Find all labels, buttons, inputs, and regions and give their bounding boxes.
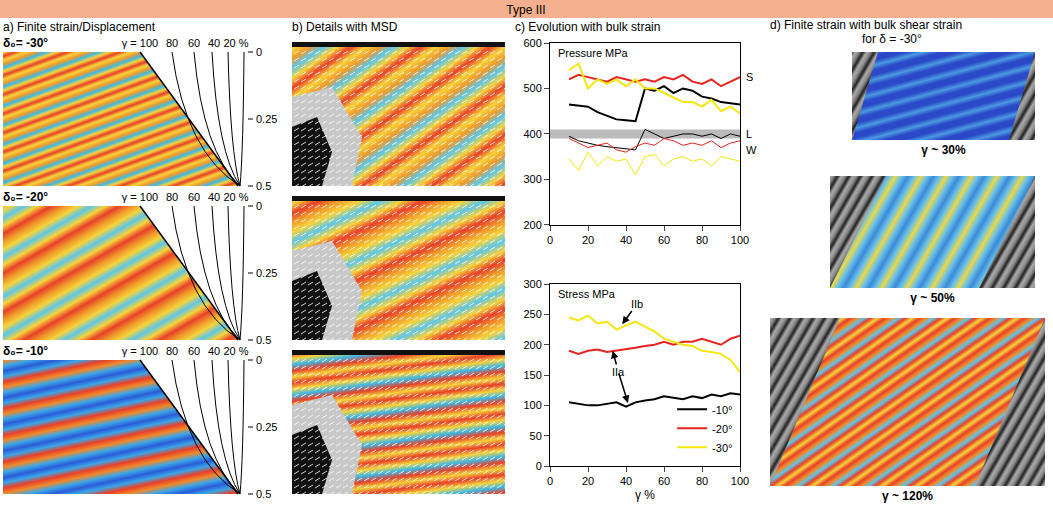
svg-text:200: 200 xyxy=(523,339,541,351)
svg-text:IIb: IIb xyxy=(631,298,643,310)
svg-text:500: 500 xyxy=(523,82,541,94)
svg-text:γ = 100: γ = 100 xyxy=(122,345,158,357)
svg-text:60: 60 xyxy=(188,345,200,357)
svg-text:0.5: 0.5 xyxy=(256,488,271,500)
svg-text:c) Evolution with bulk strain: c) Evolution with bulk strain xyxy=(515,20,660,34)
svg-text:0: 0 xyxy=(256,46,262,58)
svg-text:for δ = -30°: for δ = -30° xyxy=(862,32,922,46)
svg-text:Stress MPa: Stress MPa xyxy=(558,288,616,300)
svg-text:0.25: 0.25 xyxy=(256,421,277,433)
svg-text:0.5: 0.5 xyxy=(256,334,271,346)
svg-text:20 %: 20 % xyxy=(223,37,248,49)
svg-text:20 %: 20 % xyxy=(223,191,248,203)
svg-text:IIa: IIa xyxy=(612,366,625,378)
svg-text:-10°: -10° xyxy=(712,404,732,416)
svg-text:0: 0 xyxy=(547,234,553,246)
svg-text:20: 20 xyxy=(582,234,594,246)
svg-text:δ₀= -30°: δ₀= -30° xyxy=(3,36,48,50)
svg-text:300: 300 xyxy=(523,173,541,185)
svg-text:γ ~ 30%: γ ~ 30% xyxy=(921,143,966,157)
svg-text:20 %: 20 % xyxy=(223,345,248,357)
svg-text:γ ~ 50%: γ ~ 50% xyxy=(910,291,955,305)
svg-text:50: 50 xyxy=(530,430,542,442)
svg-text:Type III: Type III xyxy=(506,3,545,17)
svg-text:80: 80 xyxy=(166,191,178,203)
svg-text:80: 80 xyxy=(166,345,178,357)
svg-text:0.25: 0.25 xyxy=(256,267,277,279)
svg-text:0: 0 xyxy=(536,460,542,472)
svg-text:-20°: -20° xyxy=(712,423,732,435)
svg-text:60: 60 xyxy=(658,234,670,246)
svg-text:-30°: -30° xyxy=(712,442,732,454)
svg-text:d) Finite strain with bulk sh: d) Finite strain with bulk shear strain xyxy=(770,18,962,32)
svg-text:80: 80 xyxy=(166,37,178,49)
svg-text:γ = 100: γ = 100 xyxy=(122,191,158,203)
svg-text:40: 40 xyxy=(208,191,220,203)
svg-text:γ %: γ % xyxy=(635,488,655,502)
svg-text:100: 100 xyxy=(523,399,541,411)
svg-text:δ₀= -10°: δ₀= -10° xyxy=(3,344,48,358)
svg-text:60: 60 xyxy=(188,37,200,49)
svg-text:b) Details with MSD: b) Details with MSD xyxy=(292,20,398,34)
svg-text:40: 40 xyxy=(620,475,632,487)
svg-text:100: 100 xyxy=(731,475,749,487)
svg-text:W: W xyxy=(746,144,757,156)
svg-text:600: 600 xyxy=(523,37,541,49)
svg-text:Pressure MPa: Pressure MPa xyxy=(558,47,629,59)
svg-text:60: 60 xyxy=(658,475,670,487)
svg-text:a) Finite strain/Displacement: a) Finite strain/Displacement xyxy=(3,20,156,34)
svg-text:0.25: 0.25 xyxy=(256,113,277,125)
svg-text:γ ~ 120%: γ ~ 120% xyxy=(882,489,933,503)
svg-text:300: 300 xyxy=(523,278,541,290)
svg-text:40: 40 xyxy=(208,345,220,357)
svg-text:0: 0 xyxy=(547,475,553,487)
svg-text:80: 80 xyxy=(696,234,708,246)
svg-text:150: 150 xyxy=(523,369,541,381)
svg-text:400: 400 xyxy=(523,128,541,140)
svg-text:0.5: 0.5 xyxy=(256,180,271,192)
svg-text:40: 40 xyxy=(620,234,632,246)
svg-text:S: S xyxy=(746,71,753,83)
svg-text:δ₀= -20°: δ₀= -20° xyxy=(3,190,48,204)
svg-text:80: 80 xyxy=(696,475,708,487)
svg-text:0: 0 xyxy=(256,354,262,366)
svg-text:L: L xyxy=(746,128,752,140)
svg-text:20: 20 xyxy=(582,475,594,487)
svg-text:γ = 100: γ = 100 xyxy=(122,37,158,49)
svg-text:0: 0 xyxy=(256,200,262,212)
svg-text:60: 60 xyxy=(188,191,200,203)
svg-text:200: 200 xyxy=(523,219,541,231)
svg-text:40: 40 xyxy=(208,37,220,49)
svg-text:100: 100 xyxy=(731,234,749,246)
svg-text:250: 250 xyxy=(523,308,541,320)
